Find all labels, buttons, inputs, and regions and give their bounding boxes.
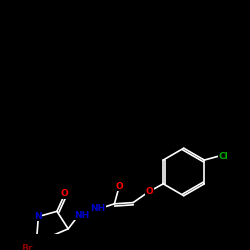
Text: O: O (60, 189, 68, 198)
Text: N: N (34, 212, 42, 221)
Text: NH: NH (90, 204, 106, 213)
Text: Br: Br (22, 244, 33, 250)
Text: Cl: Cl (218, 152, 228, 161)
Text: O: O (116, 182, 123, 191)
Text: O: O (146, 187, 153, 196)
Text: NH: NH (74, 210, 90, 220)
